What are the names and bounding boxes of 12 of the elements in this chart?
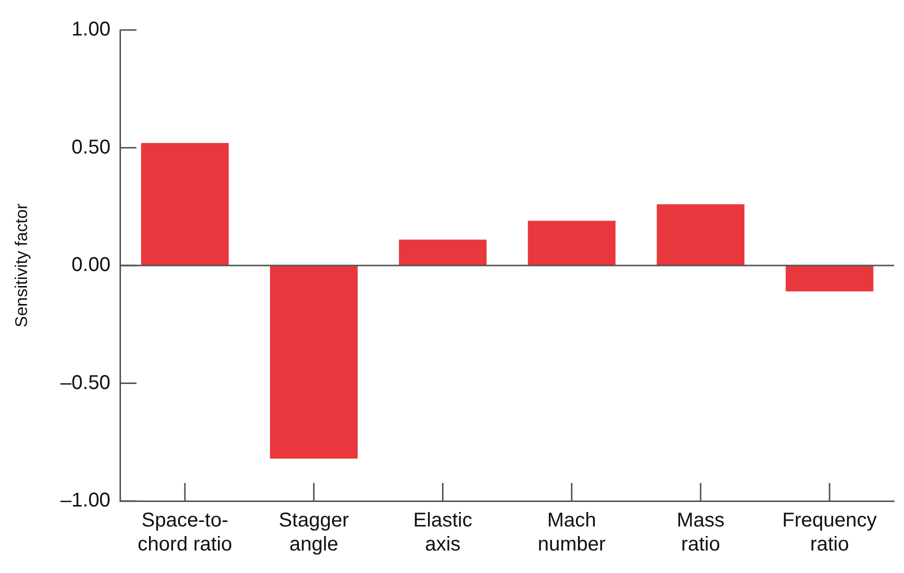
y-tick-label: 0.00	[72, 254, 110, 276]
x-tick-label: Stagger angle	[278, 510, 350, 556]
x-tick-label: Space-to- chord ratio	[138, 510, 232, 556]
y-tick-label: 1.00	[72, 18, 110, 41]
y-tick-label: –1.00	[60, 490, 110, 512]
x-tick-label: Elastic axis	[413, 510, 472, 556]
y-tick-label: –0.50	[60, 372, 110, 394]
y-tick-label: 0.50	[72, 136, 110, 158]
x-tick-label: Frequency ratio	[782, 510, 877, 556]
y-axis-title: Sensitivity factor	[12, 203, 31, 328]
x-tick-label: Mach number	[538, 510, 606, 556]
x-tick-label: Mass ratio	[676, 510, 725, 556]
